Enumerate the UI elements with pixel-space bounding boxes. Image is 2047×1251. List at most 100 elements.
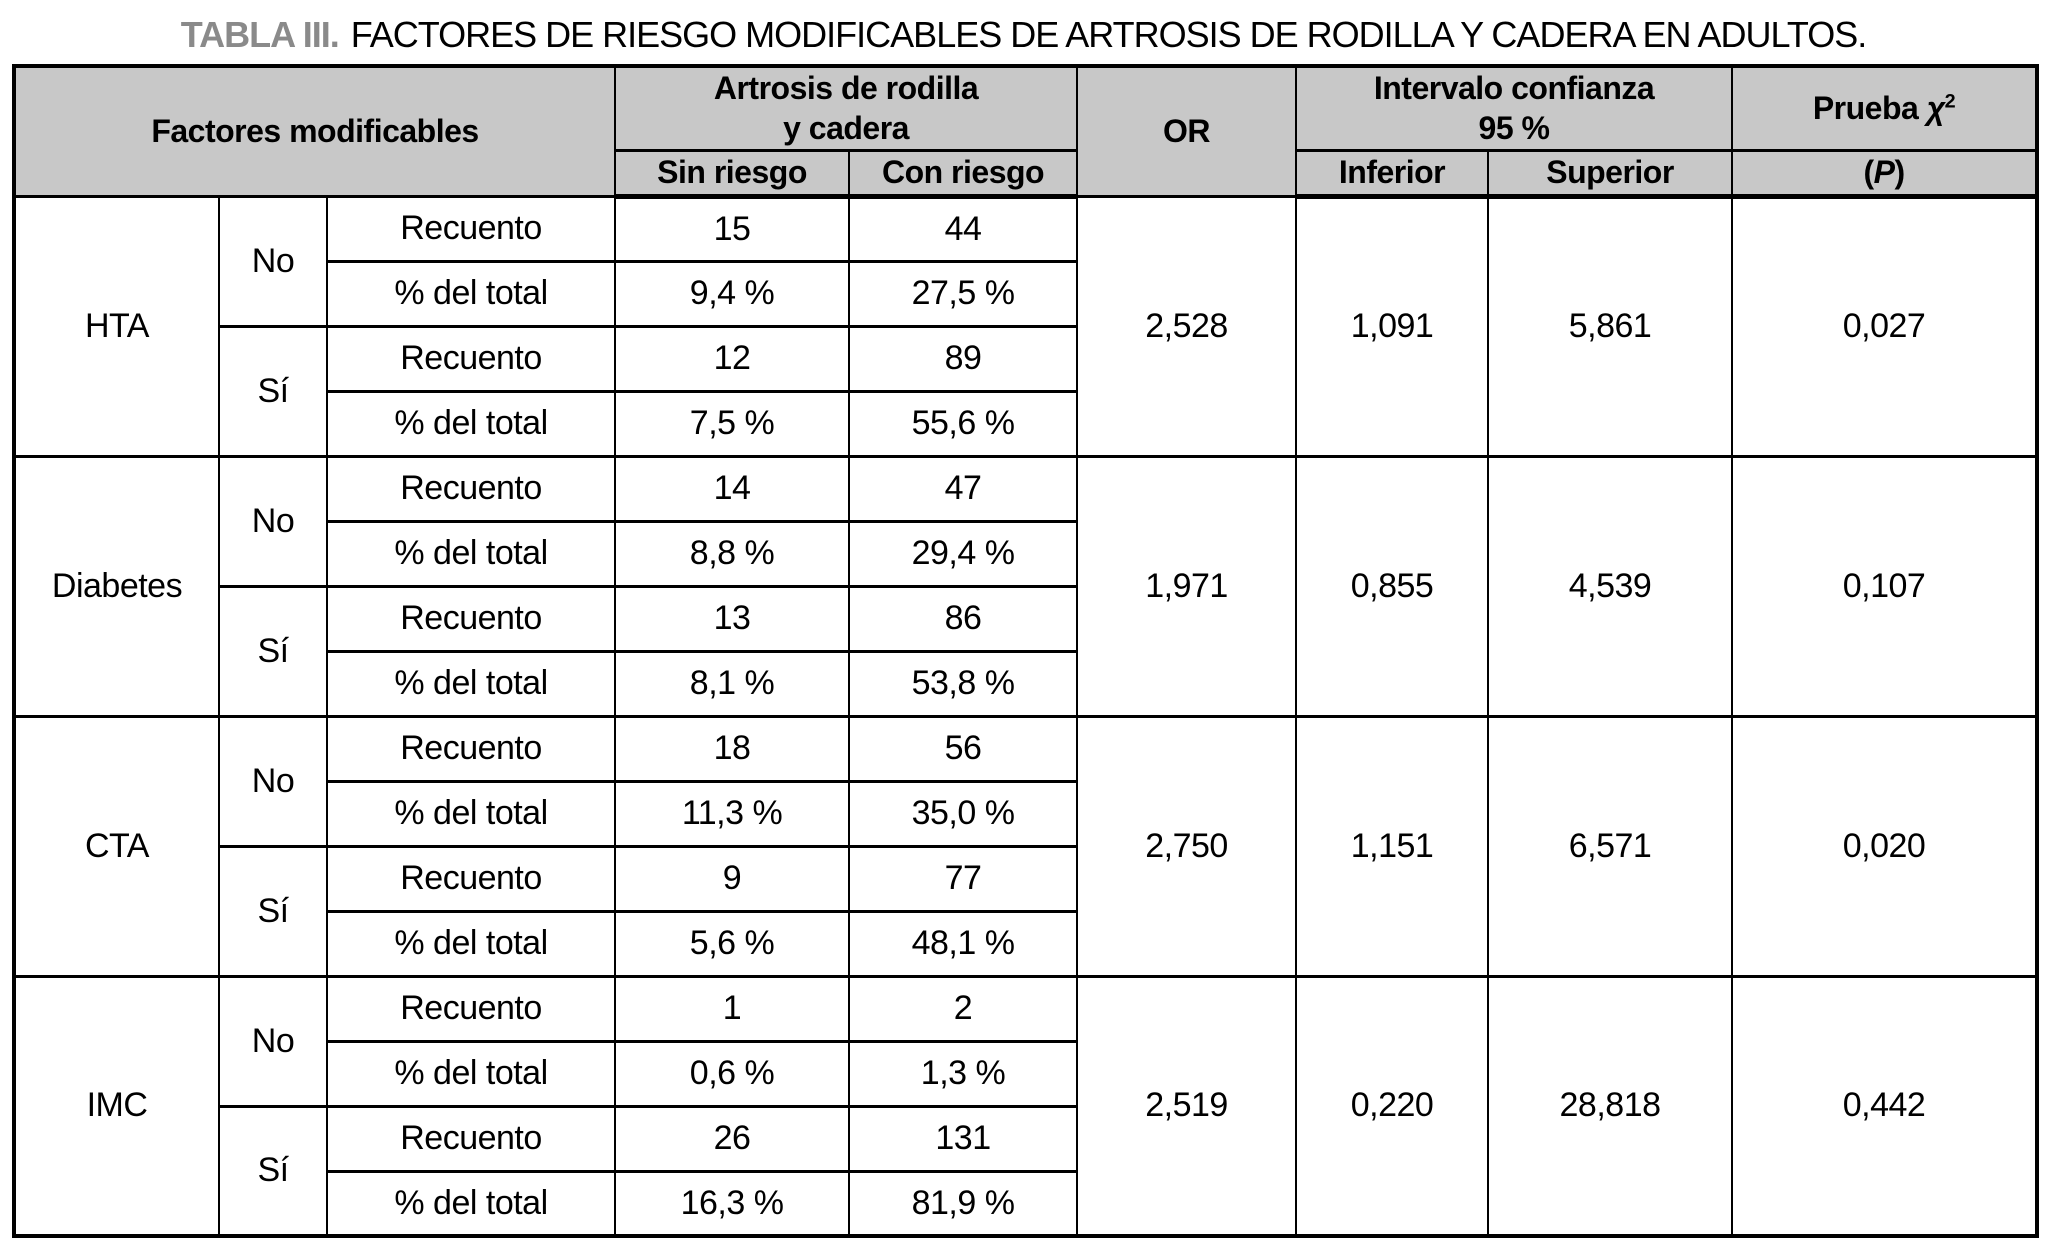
ci-superior-value: 6,571 (1487, 714, 1734, 978)
value-cell: 0,6 % (614, 1039, 851, 1108)
table-row: % del total 8,1 % 53,8 % (14, 649, 2037, 718)
table-row: IMC No Recuento 1 2 2,519 0,220 28,818 0… (13, 974, 2039, 1238)
measure-label-pct: % del total (325, 1169, 617, 1238)
level-label-si: Sí (218, 324, 328, 458)
value-cell: 7,5 % (614, 389, 851, 458)
measure-label-recuento: Recuento (325, 194, 617, 263)
header-inferior: Inferior (1295, 148, 1490, 199)
value-cell: 18 (614, 714, 851, 783)
table-row: Sí Recuento 12 89 (14, 324, 2037, 458)
header-or: OR (1076, 64, 1298, 198)
table-row: % del total 8,8 % 29,4 % (14, 519, 2037, 588)
factor-name-imc: IMC (13, 974, 220, 1238)
measure-label-pct: % del total (325, 779, 617, 848)
measure-label-pct: % del total (325, 909, 617, 978)
value-cell: 26 (614, 1104, 851, 1173)
value-cell: 44 (848, 194, 1079, 263)
value-cell: 56 (848, 714, 1079, 783)
chi-symbol: χ (1926, 90, 1945, 127)
table-row: CTA No Recuento 18 56 2,750 1,151 6,571 … (13, 714, 2039, 978)
table-row: % del total 11,3 % 35,0 % (14, 779, 2037, 848)
ci-inferior-value: 0,220 (1295, 974, 1490, 1238)
table-row: Sí Recuento 13 86 (14, 584, 2037, 718)
value-cell: 9,4 % (614, 259, 851, 328)
table-row: % del total 9,4 % 27,5 % (14, 259, 2037, 328)
factor-name-diabetes: Diabetes (13, 454, 220, 718)
measure-label-pct: % del total (325, 1039, 617, 1108)
ci-inferior-value: 0,855 (1295, 454, 1490, 718)
table-title: TABLA III. FACTORES DE RIESGO MODIFICABLE… (0, 14, 2047, 56)
measure-label-pct: % del total (325, 649, 617, 718)
measure-label-recuento: Recuento (325, 974, 617, 1043)
header-intervalo-confianza: Intervalo confianza 95 % (1295, 64, 1734, 152)
measure-label-pct: % del total (325, 259, 617, 328)
measure-label-recuento: Recuento (325, 324, 617, 393)
p-value: 0,020 (1731, 714, 2039, 978)
value-cell: 131 (848, 1104, 1079, 1173)
ci-inferior-value: 1,091 (1295, 194, 1490, 458)
measure-label-recuento: Recuento (325, 844, 617, 913)
value-cell: 27,5 % (848, 259, 1079, 328)
level-label-no: No (218, 714, 328, 848)
header-superior: Superior (1487, 148, 1734, 199)
value-cell: 35,0 % (848, 779, 1079, 848)
value-cell: 8,8 % (614, 519, 851, 588)
value-cell: 15 (614, 194, 851, 263)
value-cell: 29,4 % (848, 519, 1079, 588)
value-cell: 48,1 % (848, 909, 1079, 978)
measure-label-recuento: Recuento (325, 1104, 617, 1173)
or-value: 2,528 (1076, 194, 1298, 458)
measure-label-recuento: Recuento (325, 714, 617, 783)
value-cell: 77 (848, 844, 1079, 913)
value-cell: 81,9 % (848, 1169, 1079, 1238)
header-p: (P) (1731, 148, 2039, 199)
table-title-prefix: TABLA III. (180, 14, 340, 55)
risk-factors-table: Factores modificables Artrosis de rodill… (12, 64, 2040, 1238)
or-value: 2,519 (1076, 974, 1298, 1238)
measure-label-recuento: Recuento (325, 454, 617, 523)
value-cell: 47 (848, 454, 1079, 523)
or-value: 1,971 (1076, 454, 1298, 718)
table-row: Sí Recuento 9 77 (14, 844, 2037, 978)
level-label-si: Sí (218, 1104, 328, 1238)
value-cell: 16,3 % (614, 1169, 851, 1238)
value-cell: 12 (614, 324, 851, 393)
factor-name-hta: HTA (13, 194, 220, 458)
value-cell: 13 (614, 584, 851, 653)
value-cell: 1 (614, 974, 851, 1043)
table-title-text: FACTORES DE RIESGO MODIFICABLES DE ARTRO… (350, 14, 1867, 55)
table-row: Diabetes No Recuento 14 47 1,971 0,855 4… (13, 454, 2039, 718)
header-artrosis-group: Artrosis de rodilla y cadera (614, 64, 1079, 152)
p-value: 0,442 (1731, 974, 2039, 1238)
or-value: 2,750 (1076, 714, 1298, 978)
level-label-si: Sí (218, 584, 328, 718)
value-cell: 8,1 % (614, 649, 851, 718)
p-symbol: P (1873, 154, 1895, 191)
table-row: Sí Recuento 26 131 (14, 1104, 2037, 1238)
table-row: % del total 0,6 % 1,3 % (14, 1039, 2037, 1108)
level-label-no: No (218, 194, 328, 328)
level-label-no: No (218, 974, 328, 1108)
ci-superior-value: 4,539 (1487, 454, 1734, 718)
table-row: HTA No Recuento 15 44 2,528 1,091 5,861 … (13, 194, 2039, 458)
p-value: 0,027 (1731, 194, 2039, 458)
level-label-no: No (218, 454, 328, 588)
ci-inferior-value: 1,151 (1295, 714, 1490, 978)
value-cell: 11,3 % (614, 779, 851, 848)
value-cell: 1,3 % (848, 1039, 1079, 1108)
factor-name-cta: CTA (13, 714, 220, 978)
table-row: % del total 16,3 % 81,9 % (14, 1169, 2037, 1238)
value-cell: 89 (848, 324, 1079, 393)
header-factores-modificables: Factores modificables (12, 64, 617, 198)
header-prueba-chi2: Prueba χ2 (1731, 64, 2039, 152)
value-cell: 14 (614, 454, 851, 523)
measure-label-pct: % del total (325, 519, 617, 588)
value-cell: 5,6 % (614, 909, 851, 978)
p-value: 0,107 (1731, 454, 2039, 718)
ci-superior-value: 5,861 (1487, 194, 1734, 458)
measure-label-recuento: Recuento (325, 584, 617, 653)
value-cell: 2 (848, 974, 1079, 1043)
table-row: % del total 7,5 % 55,6 % (14, 389, 2037, 458)
level-label-si: Sí (218, 844, 328, 978)
